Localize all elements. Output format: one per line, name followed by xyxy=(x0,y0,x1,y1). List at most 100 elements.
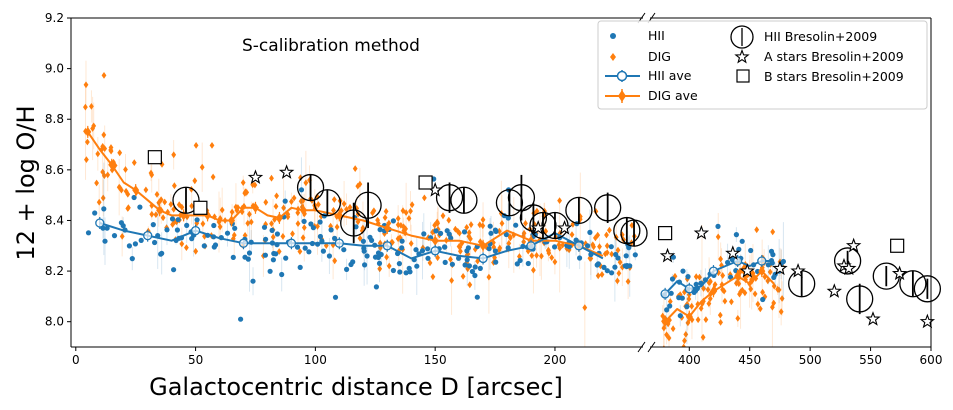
hii-point xyxy=(101,206,107,212)
hii-point xyxy=(242,254,248,260)
hii-point xyxy=(594,262,600,268)
dig-point xyxy=(125,205,131,212)
dig-point xyxy=(682,337,687,345)
x-tick-label: 400 xyxy=(678,353,701,367)
dig-point xyxy=(357,234,363,242)
dig-point xyxy=(263,198,269,206)
bresolin-hii-marker xyxy=(313,189,342,217)
hii-point xyxy=(171,267,177,273)
hii-ave-point xyxy=(478,253,488,264)
hii-point xyxy=(390,218,396,224)
dig-point xyxy=(290,230,295,238)
dig-point xyxy=(460,273,466,280)
hii-point xyxy=(469,268,475,275)
hii-point xyxy=(680,268,686,274)
legend-entry-bresolin-hii: HII Bresolin+2009 xyxy=(730,25,877,49)
dig-point xyxy=(94,179,99,187)
bresolin-markers xyxy=(147,150,942,329)
dig-point xyxy=(486,273,492,281)
hii-point xyxy=(609,270,615,276)
dig-point xyxy=(200,220,206,228)
hii-point xyxy=(461,229,468,235)
hii-point xyxy=(623,253,629,259)
dig-point xyxy=(162,198,168,206)
dig-point xyxy=(307,176,312,184)
hii-point xyxy=(164,227,170,233)
dig-point xyxy=(591,243,596,251)
hii-ave-point xyxy=(95,218,105,228)
dig-point xyxy=(729,298,734,306)
hii-point xyxy=(367,234,373,240)
dig-point xyxy=(755,300,761,308)
dig-point xyxy=(116,183,122,191)
dig-point xyxy=(707,277,713,285)
hii-point xyxy=(262,252,268,258)
dig-point xyxy=(752,290,758,298)
hii-point xyxy=(308,221,314,227)
axis-break-mark xyxy=(647,341,656,353)
dig-point xyxy=(355,182,361,190)
hii-point xyxy=(261,224,268,230)
hii-point xyxy=(126,243,132,249)
dig-point xyxy=(149,210,155,218)
dig-point xyxy=(660,312,666,320)
dig-point xyxy=(119,233,125,240)
dig-point xyxy=(386,262,392,270)
bresolin-hii-marker xyxy=(296,173,325,202)
dig-point xyxy=(355,218,361,226)
dig-point xyxy=(721,287,727,295)
dig-point xyxy=(616,269,622,277)
dig-point xyxy=(125,190,131,198)
dig-point xyxy=(382,230,387,237)
dig-point xyxy=(105,171,111,179)
a-star-marker xyxy=(891,265,908,281)
dig-point xyxy=(607,226,612,234)
dig-point xyxy=(193,247,199,255)
hii-point xyxy=(612,264,618,270)
dig-ave-point xyxy=(228,215,235,226)
dig-point xyxy=(683,331,689,338)
hii-point xyxy=(736,246,742,252)
hii-point xyxy=(274,231,280,237)
y-axis-label: 12 + log O/H xyxy=(12,105,40,260)
hii-point xyxy=(138,237,144,243)
hii-point xyxy=(492,227,498,233)
dig-point xyxy=(663,374,668,381)
dig-ave-point xyxy=(661,316,669,327)
hii-point xyxy=(158,251,164,257)
dig-point xyxy=(735,315,741,322)
hii-point xyxy=(456,255,462,261)
a-star-marker xyxy=(725,245,741,260)
hii-ave-point xyxy=(286,238,297,248)
dig-point xyxy=(123,166,128,173)
dig-point xyxy=(602,250,608,258)
dig-point xyxy=(153,211,159,218)
dig-point xyxy=(301,224,307,231)
dig-point xyxy=(172,182,177,190)
dig-point xyxy=(193,142,199,149)
hii-point xyxy=(302,245,308,251)
axes-frame xyxy=(70,12,932,353)
dig-point xyxy=(101,131,107,139)
dig-point xyxy=(446,216,452,224)
hii-point xyxy=(267,268,273,274)
dig-ave-line xyxy=(664,270,775,323)
dig-point xyxy=(661,358,666,365)
dig-ave-point xyxy=(275,212,283,223)
dig-point xyxy=(715,233,721,241)
dig-point xyxy=(298,174,303,182)
dig-point xyxy=(557,197,562,204)
hii-point xyxy=(446,231,452,237)
dig-point xyxy=(217,223,223,231)
x-tick-label: 550 xyxy=(859,353,882,367)
x-axis-label: Galactocentric distance D [arcsec] xyxy=(149,373,563,401)
dig-point xyxy=(331,196,337,203)
hii-point xyxy=(175,217,181,223)
hii-point xyxy=(169,216,176,222)
dig-point xyxy=(448,256,453,263)
dig-point xyxy=(289,198,294,205)
hii-point xyxy=(341,247,347,253)
hii-point xyxy=(664,307,670,313)
dig-point xyxy=(239,208,245,216)
hii-point xyxy=(201,243,207,249)
